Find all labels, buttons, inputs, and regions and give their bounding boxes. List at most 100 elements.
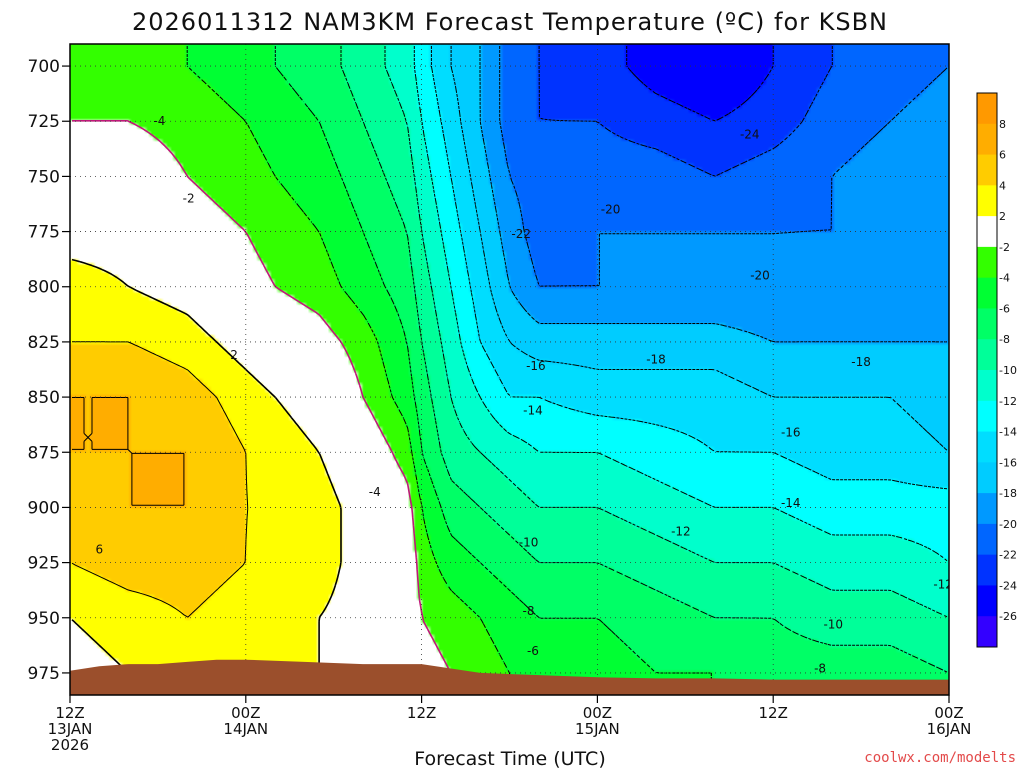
colorbar-tick-label: -8 (999, 333, 1010, 346)
colorbar-tick-label: 2 (999, 210, 1006, 223)
colorbar-swatch (977, 462, 997, 494)
x-tick-label: 2026 (51, 736, 89, 754)
contour-label: -6 (527, 644, 539, 658)
colorbar-tick-label: -16 (999, 456, 1017, 469)
y-tick-label: 900 (28, 498, 60, 518)
colorbar-swatch (977, 493, 997, 525)
x-tick-label: 14JAN (223, 720, 268, 738)
y-tick-label: 950 (28, 609, 60, 629)
contour--22 (538, 46, 833, 177)
colorbar-swatch (977, 554, 997, 586)
y-tick-label: 875 (28, 443, 60, 463)
grid-lines (70, 44, 949, 695)
contour-label: -12 (671, 525, 691, 539)
colorbar-tick-label: -24 (999, 579, 1017, 592)
colorbar-swatch (977, 400, 997, 433)
colorbar-swatch (977, 154, 997, 186)
temperature-shading (70, 44, 949, 695)
x-tick-label: 00Z (231, 704, 260, 722)
contour--14 (430, 46, 948, 490)
colorbar-tick-label: -2 (999, 241, 1010, 254)
contour-label: -22 (511, 227, 531, 241)
contour--6 (274, 46, 712, 693)
x-tick-label: 12Z (55, 704, 84, 722)
colorbar-swatch (977, 308, 997, 340)
y-axis: 700 725 750 775 800 825 850 875 900 925 950 975 (28, 57, 70, 684)
y-tick-label: 975 (28, 664, 60, 684)
colorbar-tick-label: -26 (999, 610, 1017, 623)
contour-label: -20 (750, 269, 770, 283)
colorbar-tick-label: -22 (999, 549, 1017, 562)
contour-2 (71, 258, 342, 693)
colorbar: 8 6 4 2 -2 -4 -6 -8 -10 -12 -14 -16 -18 -20 -22 -24 -26 (976, 92, 1017, 648)
contour-6 (72, 397, 185, 506)
colorbar-tick-label: -12 (999, 395, 1017, 408)
contour-label: -12 (933, 578, 953, 592)
contour-label: -16 (526, 359, 546, 373)
chart-title: 2026011312 NAM3KM Forecast Temperature (… (132, 8, 888, 36)
contour-label: -18 (646, 353, 666, 367)
contour-label: -2 (183, 191, 195, 205)
colorbar-swatch (977, 339, 997, 371)
contour-labels: -4-226-4-22-20-24-20-16 -18 -18-14-16-14-1… (95, 114, 953, 676)
contour--4 (186, 46, 510, 693)
y-tick-label: 925 (28, 554, 60, 574)
contour-label: -14 (523, 403, 543, 417)
contour--16 (450, 46, 948, 451)
colorbar-swatch (977, 616, 997, 648)
y-tick-label: 850 (28, 388, 60, 408)
x-tick-label: 15JAN (575, 720, 620, 738)
contour-label: -4 (153, 114, 165, 128)
y-tick-label: 700 (28, 57, 60, 77)
y-tick-label: 775 (28, 223, 60, 243)
colorbar-tick-label: -18 (999, 487, 1017, 500)
contour--2 (72, 120, 452, 693)
x-tick-label: 00Z (934, 704, 963, 722)
contour-label: -16 (781, 425, 801, 439)
contour-label: -20 (601, 203, 621, 217)
plot-frame (69, 43, 950, 696)
contour--18 (479, 46, 947, 343)
contour-label: -24 (740, 127, 760, 141)
x-tick-label: 16JAN (927, 720, 972, 738)
colorbar-swatch (977, 246, 997, 279)
x-axis-label: Forecast Time (UTC) (414, 748, 605, 768)
contour-label: -8 (523, 604, 535, 618)
colorbar-swatch (977, 585, 997, 617)
terrain-surface (70, 659, 949, 695)
colorbar-swatch (977, 93, 997, 125)
y-tick-label: 825 (28, 333, 60, 353)
colorbar-tick-label: -6 (999, 302, 1010, 315)
colorbar-swatch (977, 185, 997, 217)
colorbar-tick-label: -14 (999, 426, 1017, 439)
contour-label: -10 (823, 617, 843, 631)
plot-area: -4-226-4-22-20-24-20-16 -18 -18-14-16-14-1… (70, 44, 953, 695)
contour-label: 2 (230, 348, 238, 362)
colorbar-tick-label: -20 (999, 518, 1017, 531)
colorbar-tick-label: 8 (999, 118, 1006, 131)
y-tick-label: 800 (28, 278, 60, 298)
colorbar-swatch (977, 431, 997, 463)
colorbar-tick-label: 6 (999, 149, 1006, 162)
y-tick-label: 725 (28, 112, 60, 132)
contour-label: -14 (781, 496, 801, 510)
contour--20 (499, 46, 948, 287)
contour-label: 6 (95, 542, 103, 556)
colorbar-swatch (977, 277, 997, 309)
x-tick-label: 00Z (583, 704, 612, 722)
colorbar-tick-label: -4 (999, 272, 1010, 285)
colorbar-swatch (977, 370, 997, 402)
colorbar-tick-label: 4 (999, 179, 1006, 192)
contour-label: -10 (519, 536, 539, 550)
colorbar-frame (976, 92, 998, 648)
x-tick-label: 12Z (407, 704, 436, 722)
contour-label: -18 (851, 355, 871, 369)
credit-text: coolwx.com/modelts (864, 750, 1016, 766)
contour-label: -8 (814, 662, 826, 676)
contour--24 (626, 46, 774, 122)
colorbar-swatch (977, 216, 997, 248)
colorbar-swatch (977, 523, 997, 556)
contour-4 (71, 341, 249, 618)
